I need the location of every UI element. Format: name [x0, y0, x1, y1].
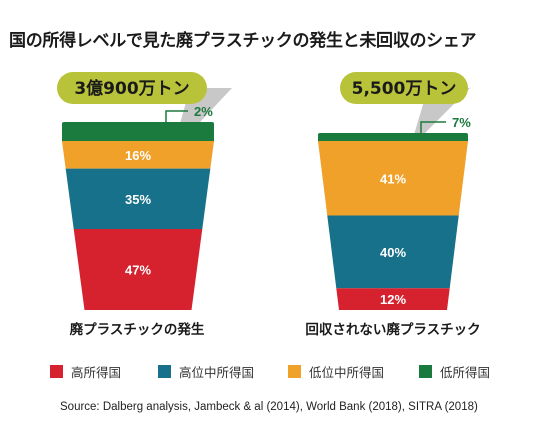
legend-item-low: 低所得国 [419, 362, 490, 381]
segment-upper_middle-0 [65, 168, 211, 229]
segment-high-0 [73, 228, 203, 310]
segment-label-upper_middle-1: 40% [380, 245, 406, 260]
segment-label-low-1: 7% [452, 115, 471, 130]
segment-label-lower_middle-0: 16% [125, 148, 151, 163]
total-label-0: 3億900万トン [74, 78, 189, 99]
segment-lower_middle-1 [318, 141, 468, 216]
chart-title: 国の所得レベルで見た廃プラスチックの発生と未回収のシェア [9, 31, 477, 51]
segment-label-lower_middle-1: 41% [380, 171, 406, 186]
total-bubble-1 [340, 72, 468, 104]
segment-label-upper_middle-0: 35% [125, 192, 151, 207]
segment-low-1 [318, 133, 468, 143]
segment-label-high-1: 12% [380, 292, 406, 307]
legend-label-high: 高所得国 [71, 365, 122, 380]
cups-chart: 16% 35% 47% 2% 3億900万トン 41% 40% 12% 7% 5,500万トン [57, 72, 471, 310]
segment-lower_middle-0 [62, 141, 214, 169]
legend-swatch-upper-middle [158, 365, 171, 378]
segment-label-low-0: 2% [194, 104, 213, 119]
legend-label-upper-middle: 高位中所得国 [179, 365, 255, 380]
legend-swatch-low [419, 365, 432, 378]
cup-caption-uncollected: 回収されない廃プラスチック [305, 322, 481, 338]
total-bubble-0 [57, 72, 207, 104]
source-note: Source: Dalberg analysis, Jambeck & al (… [60, 401, 478, 413]
segment-upper_middle-1 [327, 215, 459, 289]
legend-item-upper-middle: 高位中所得国 [158, 362, 254, 381]
total-label-1: 5,500万トン [352, 79, 457, 99]
legend-label-lower-middle: 低位中所得国 [309, 365, 385, 380]
legend-swatch-high [50, 365, 63, 378]
legend-label-low: 低所得国 [440, 365, 491, 380]
legend-item-high: 高所得国 [50, 362, 121, 381]
legend-swatch-lower-middle [288, 365, 301, 378]
segment-high-1 [336, 288, 450, 310]
legend: 高所得国 高位中所得国 低位中所得国 低所得国 [0, 362, 560, 382]
legend-item-lower-middle: 低位中所得国 [288, 362, 384, 381]
cup-caption-generation: 廃プラスチックの発生 [69, 322, 205, 338]
leader-line-1 [420, 121, 446, 134]
segment-label-high-0: 47% [125, 262, 151, 277]
segment-low-0 [62, 122, 214, 143]
leader-line-0 [165, 110, 188, 123]
